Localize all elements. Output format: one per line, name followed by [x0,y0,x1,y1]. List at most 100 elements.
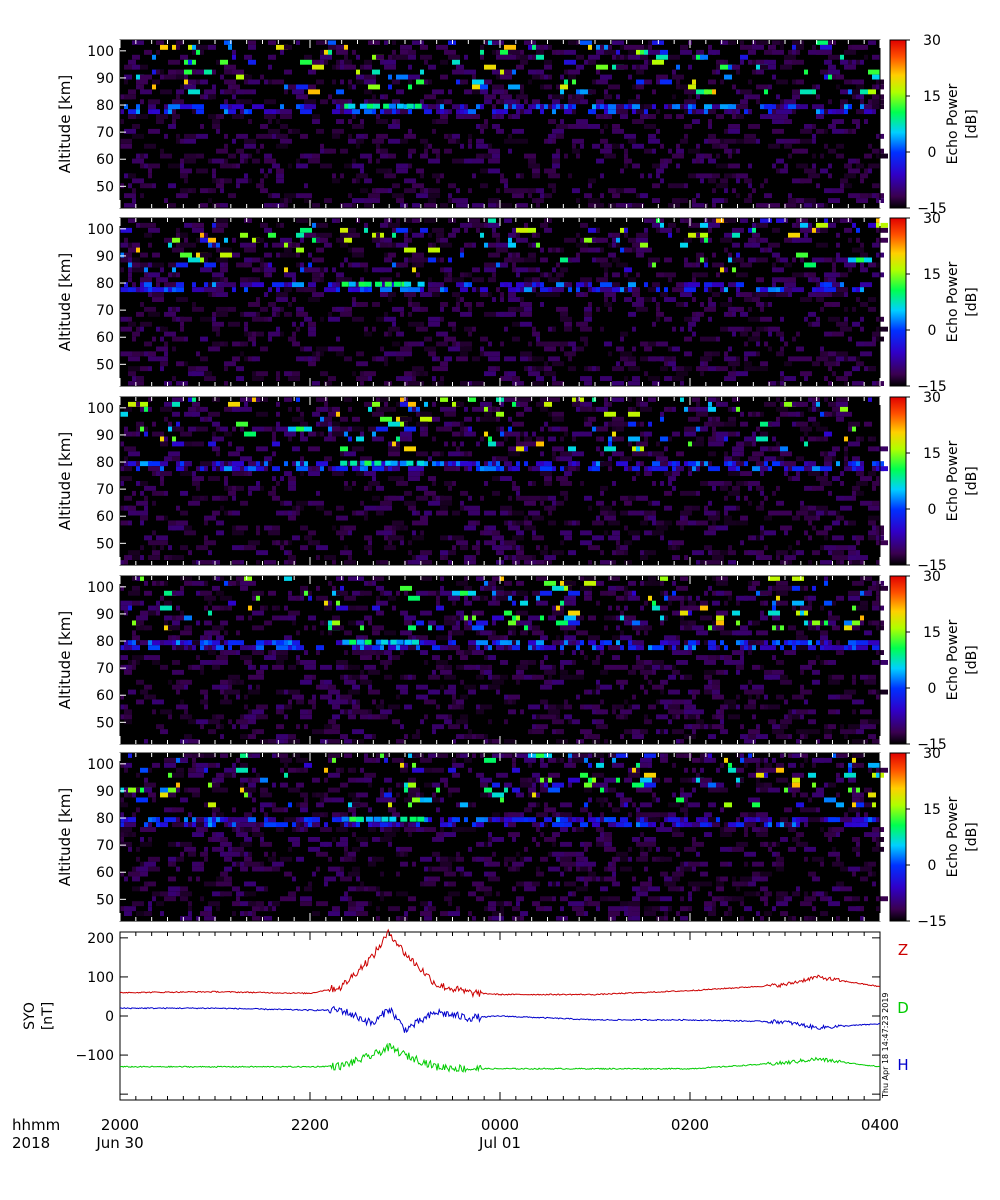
echo-cell [188,550,192,556]
echo-cell [776,218,784,223]
echo-cell [796,640,800,646]
echo-cell [124,466,132,472]
echo-cell [252,376,264,381]
echo-cell [376,114,380,119]
echo-cell [560,605,564,611]
echo-cell [464,227,468,233]
echo-cell [396,262,408,268]
echo-cell [616,381,620,386]
echo-cell [488,635,492,641]
echo-cell [624,615,636,621]
y-axis-label: Altitude [km] [56,75,74,173]
echo-cell [704,237,708,243]
echo-cell [204,640,208,646]
echo-cell [676,520,688,526]
echo-cell [648,287,656,293]
echo-cell [564,321,572,327]
echo-cell [244,326,248,332]
echo-cell [572,257,580,263]
echo-cell [176,193,188,199]
echo-cell [184,153,196,159]
echo-cell [308,361,316,367]
echo-cell [364,222,368,228]
echo-cell [344,277,352,283]
echo-cell [252,426,264,432]
echo-cell [464,555,472,560]
echo-cell [744,292,756,297]
echo-cell [224,366,228,372]
echo-cell [784,341,788,347]
echo-cell [792,198,796,203]
echo-cell [364,485,368,491]
echo-cell [224,361,236,367]
echo-cell [240,99,252,105]
echo-cell [740,44,752,50]
echo-cell [616,595,624,601]
echo-cell [744,595,756,601]
echo-cell [268,232,276,238]
echo-cell [256,640,268,646]
echo-cell [384,545,396,551]
echo-cell [244,247,256,253]
echo-cell [604,640,612,646]
echo-cell [796,630,804,636]
echo-cell [452,441,456,447]
echo-cell [260,610,264,616]
echo-cell [556,148,560,154]
echo-cell [352,590,364,596]
echo-cell [648,645,652,651]
echo-cell [876,446,888,452]
echo-cell [776,625,780,631]
echo-cell [156,49,160,55]
echo-cell [284,69,292,75]
echo-cell [360,119,364,124]
echo-cell [652,461,664,467]
echo-cell [812,277,816,283]
echo-cell [872,94,884,100]
echo-cell [296,306,304,312]
echo-cell [696,311,700,317]
echo-cell [808,461,816,467]
echo-cell [684,316,692,322]
echo-cell [712,173,720,179]
echo-cell [872,436,876,442]
echo-cell [328,620,332,626]
echo-cell [176,361,184,367]
echo-cell [404,620,412,626]
echo-cell [856,44,868,50]
echo-cell [308,595,312,601]
echo-cell [276,222,280,228]
echo-cell [324,381,332,386]
echo-cell [180,173,188,179]
echo-cell [584,401,592,407]
echo-cell [856,441,860,447]
echo-cell [604,272,608,278]
echo-cell [764,545,768,551]
echo-cell [350,460,358,466]
echo-cell [120,605,132,611]
echo-cell [380,287,392,293]
echo-cell [372,401,380,407]
echo-cell [152,545,156,551]
echo-cell [708,481,712,486]
echo-cell [800,227,812,233]
echo-cell [380,500,392,506]
echo-cell [568,109,572,115]
echo-cell [372,267,384,273]
echo-cell [296,645,304,651]
echo-cell [544,481,552,486]
echo-cell [832,119,844,124]
echo-cell [372,94,376,100]
echo-cell [328,431,332,437]
echo-cell [864,257,872,263]
echo-cell [268,590,276,596]
echo-cell [392,54,396,60]
echo-cell [816,114,824,119]
echo-cell [840,406,848,412]
echo-cell [156,346,168,352]
echo-cell [748,79,752,85]
echo-cell [480,232,484,238]
echo-cell [700,54,708,60]
echo-cell [812,406,816,412]
echo-cell [768,381,772,386]
